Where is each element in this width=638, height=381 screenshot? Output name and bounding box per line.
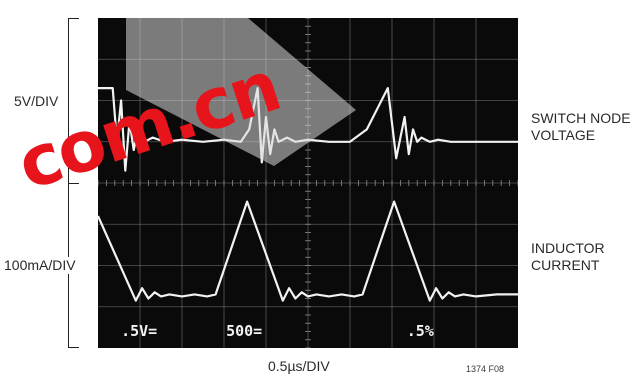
channel-label: .5V= <box>121 322 157 340</box>
oscilloscope-screen: .5V= 500= .5% <box>98 18 518 348</box>
series-label-switch-node-voltage: SWITCH NODE VOLTAGE <box>531 110 631 143</box>
watermark-band <box>126 18 356 166</box>
trace-inductor-current <box>98 200 518 302</box>
bracket-tick-bottom <box>68 347 79 348</box>
channel-labels: .5V= 500= .5% <box>121 322 434 340</box>
channel-label: .5% <box>407 322 434 340</box>
x-axis-label: 0.5µs/DIV <box>268 358 330 374</box>
bracket-tick-middle <box>68 183 79 184</box>
current-scale-label: 100mA/DIV <box>4 257 76 274</box>
figure-id: 1374 F08 <box>466 364 505 374</box>
bracket-tick-top <box>68 18 79 19</box>
voltage-scale-label: 5V/DIV <box>14 93 59 110</box>
channel-label: 500= <box>226 322 262 340</box>
series-label-inductor-current: INDUCTOR CURRENT <box>531 240 605 273</box>
